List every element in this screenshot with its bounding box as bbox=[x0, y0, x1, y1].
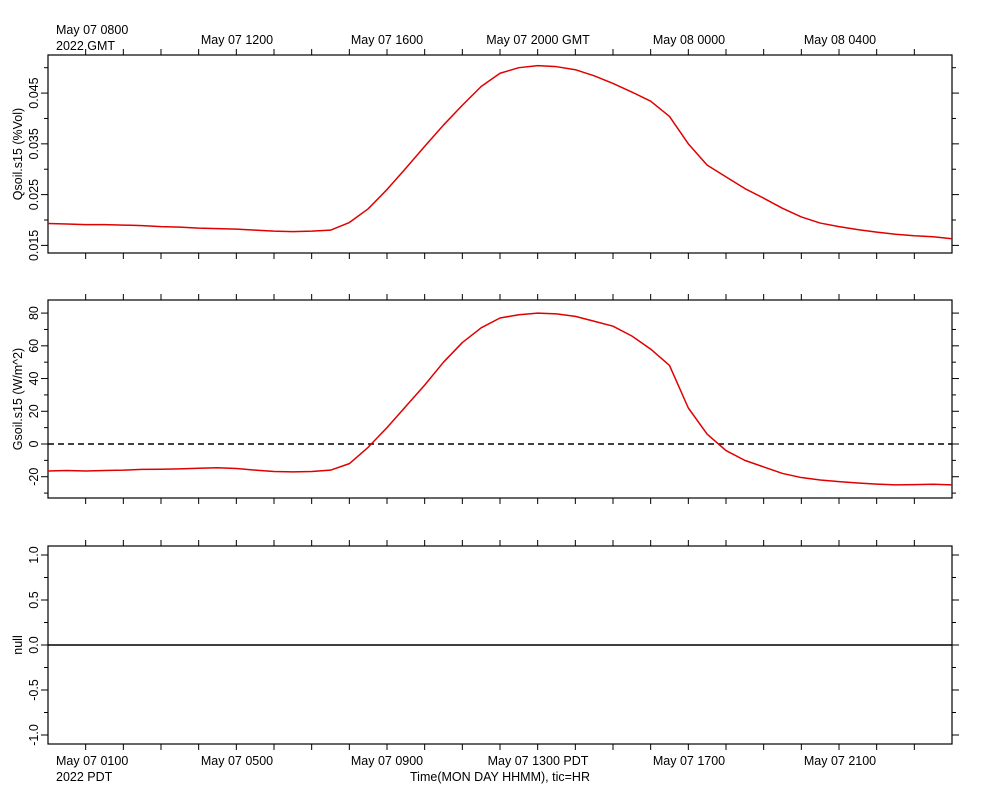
panel-2: -20 0 20 40 60 80 Gsoil.s15 (W/m^2) bbox=[11, 294, 959, 504]
top-axis-label-5: May 08 0400 bbox=[804, 33, 876, 47]
series-line bbox=[48, 64, 952, 240]
top-axis-label-1: May 07 1200 bbox=[201, 33, 273, 47]
y-tick-label: 0.035 bbox=[27, 128, 41, 159]
footer-year-tz-label: 2022 PDT bbox=[56, 770, 113, 784]
y-tick-label: 20 bbox=[27, 404, 41, 418]
bottom-axis-label-4: May 07 1700 bbox=[653, 754, 725, 768]
header-year-tz-label: 2022 GMT bbox=[56, 39, 115, 53]
panel-3: -1.0 -0.5 0.0 0.5 1.0 null bbox=[11, 540, 959, 750]
top-axis-label-4: May 08 0000 bbox=[653, 33, 725, 47]
y-tick-label: -0.5 bbox=[27, 679, 41, 701]
series-line bbox=[48, 312, 952, 486]
x-axis-title: Time(MON DAY HHMM), tic=HR bbox=[410, 770, 590, 784]
bottom-axis-label-3: May 07 1300 PDT bbox=[488, 754, 589, 768]
y-tick-label: 60 bbox=[27, 339, 41, 353]
y-tick-label: 0.015 bbox=[27, 230, 41, 261]
y-tick-label: 0.5 bbox=[27, 591, 41, 608]
y-tick-label: -20 bbox=[27, 468, 41, 486]
y-tick-label: 0.0 bbox=[27, 636, 41, 653]
bottom-axis-label-1: May 07 0500 bbox=[201, 754, 273, 768]
top-axis-label-3: May 07 2000 GMT bbox=[486, 33, 590, 47]
plot-frame bbox=[47, 54, 953, 254]
top-axis-label-2: May 07 1600 bbox=[351, 33, 423, 47]
y-tick-label: -1.0 bbox=[27, 724, 41, 746]
y-tick-label: 1.0 bbox=[27, 546, 41, 563]
y-axis-title: Gsoil.s15 (W/m^2) bbox=[11, 348, 25, 450]
bottom-axis-label-5: May 07 2100 bbox=[804, 754, 876, 768]
bottom-axis-label-2: May 07 0900 bbox=[351, 754, 423, 768]
y-tick-label: 0.045 bbox=[27, 77, 41, 108]
y-tick-label: 0.025 bbox=[27, 179, 41, 210]
y-axis-title: null bbox=[11, 635, 25, 654]
y-tick-label: 80 bbox=[27, 306, 41, 320]
y-tick-label: 40 bbox=[27, 372, 41, 386]
footer-start-label: May 07 0100 bbox=[56, 754, 128, 768]
y-tick-label: 0 bbox=[27, 440, 41, 447]
y-axis-title: Qsoil.s15 (%Vol) bbox=[11, 108, 25, 200]
header-start-label: May 07 0800 bbox=[56, 23, 128, 37]
